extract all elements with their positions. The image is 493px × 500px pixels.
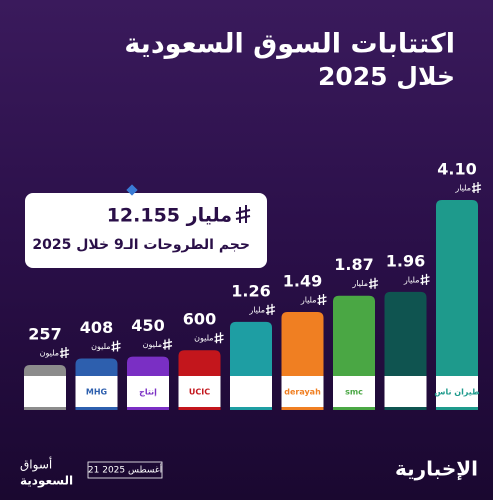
value-unit: مليون [91, 342, 110, 351]
logo-card-edge [178, 407, 221, 410]
logo: الإخبارية [395, 457, 478, 481]
value-label: 450 [131, 316, 164, 335]
riyal-icon [368, 277, 379, 289]
bar [333, 295, 375, 376]
x-tick-label: smc [345, 388, 363, 397]
x-tick-label: MHG [86, 388, 107, 397]
logo-card [281, 376, 324, 410]
summary-caption: حجم الطروحات الـ9 خلال 2025 [32, 237, 250, 253]
chart-subtitle: خلال 2025 [318, 62, 455, 91]
logo-card [230, 376, 272, 410]
value-label: 600 [183, 310, 216, 329]
riyal-icon [317, 294, 327, 306]
logo-card-edge [127, 407, 169, 410]
logo-card [333, 376, 375, 410]
summary-total: 12.155 مليار [107, 205, 232, 227]
x-tick-label: UCIC [189, 388, 210, 397]
riyal-icon [59, 346, 70, 358]
riyal-icon-stroke [214, 332, 224, 344]
date: 21 أغسطس 2025 [88, 464, 162, 476]
logo-card [178, 376, 221, 410]
value-label: 1.96 [386, 251, 425, 270]
riyal-icon-stroke [162, 338, 173, 350]
riyal-icon-stroke [265, 303, 276, 315]
bar [24, 364, 66, 376]
value-unit: مليار [351, 279, 368, 288]
logo-card-edge [24, 407, 66, 410]
value-label: 1.87 [334, 255, 373, 274]
bar [178, 350, 221, 376]
value-label: 4.10 [437, 160, 476, 179]
bar [75, 358, 118, 376]
value-label: 257 [28, 324, 61, 343]
value-unit: مليار [403, 275, 420, 284]
riyal-icon [214, 332, 224, 344]
value-label: 1.49 [283, 272, 322, 291]
bar [281, 312, 324, 376]
riyal-icon [235, 205, 251, 223]
bar [384, 291, 427, 376]
riyal-icon [111, 340, 121, 352]
logo-card-edge [384, 407, 427, 410]
logo-card [127, 376, 169, 410]
x-tick-label: derayah [284, 388, 321, 397]
source-line: السعودية [20, 474, 73, 489]
value-unit: مليون [40, 348, 59, 357]
logo-card [436, 376, 478, 410]
x-tick-label: طيران ناس [434, 388, 479, 398]
value-label: 1.26 [231, 281, 270, 300]
chart-title: اكتتابات السوق السعودية [124, 29, 455, 60]
source-line: أسواق [20, 457, 52, 473]
date-box [87, 461, 163, 479]
bar [436, 200, 478, 376]
logo-card [384, 376, 427, 410]
value-unit: مليار [454, 184, 471, 193]
riyal-icon-stroke [317, 294, 327, 306]
logo-card-edge [333, 407, 375, 410]
riyal-icon [162, 338, 173, 350]
value-unit: مليون [194, 334, 213, 343]
riyal-icon [420, 273, 430, 285]
summary-box [25, 193, 267, 268]
logo-card-edge [436, 407, 478, 410]
value-unit: مليار [300, 296, 317, 305]
logo-card [75, 376, 118, 410]
logo-card-edge [230, 407, 272, 410]
riyal-icon [265, 303, 276, 315]
value-label: 408 [80, 318, 113, 337]
riyal-icon [471, 182, 482, 193]
logo-card-edge [75, 407, 118, 410]
bar [230, 321, 272, 376]
value-unit: مليون [143, 340, 162, 349]
value-unit: مليار [248, 305, 265, 314]
riyal-icon-stroke [111, 340, 121, 352]
riyal-icon-stroke [59, 346, 70, 358]
logo-card [24, 376, 66, 410]
x-tick-label: إنتاج [139, 388, 157, 397]
riyal-icon-stroke [420, 273, 430, 285]
logo-card-edge [281, 407, 324, 410]
riyal-icon-stroke [368, 277, 379, 289]
riyal-icon-stroke [471, 182, 482, 193]
bar [127, 356, 169, 376]
